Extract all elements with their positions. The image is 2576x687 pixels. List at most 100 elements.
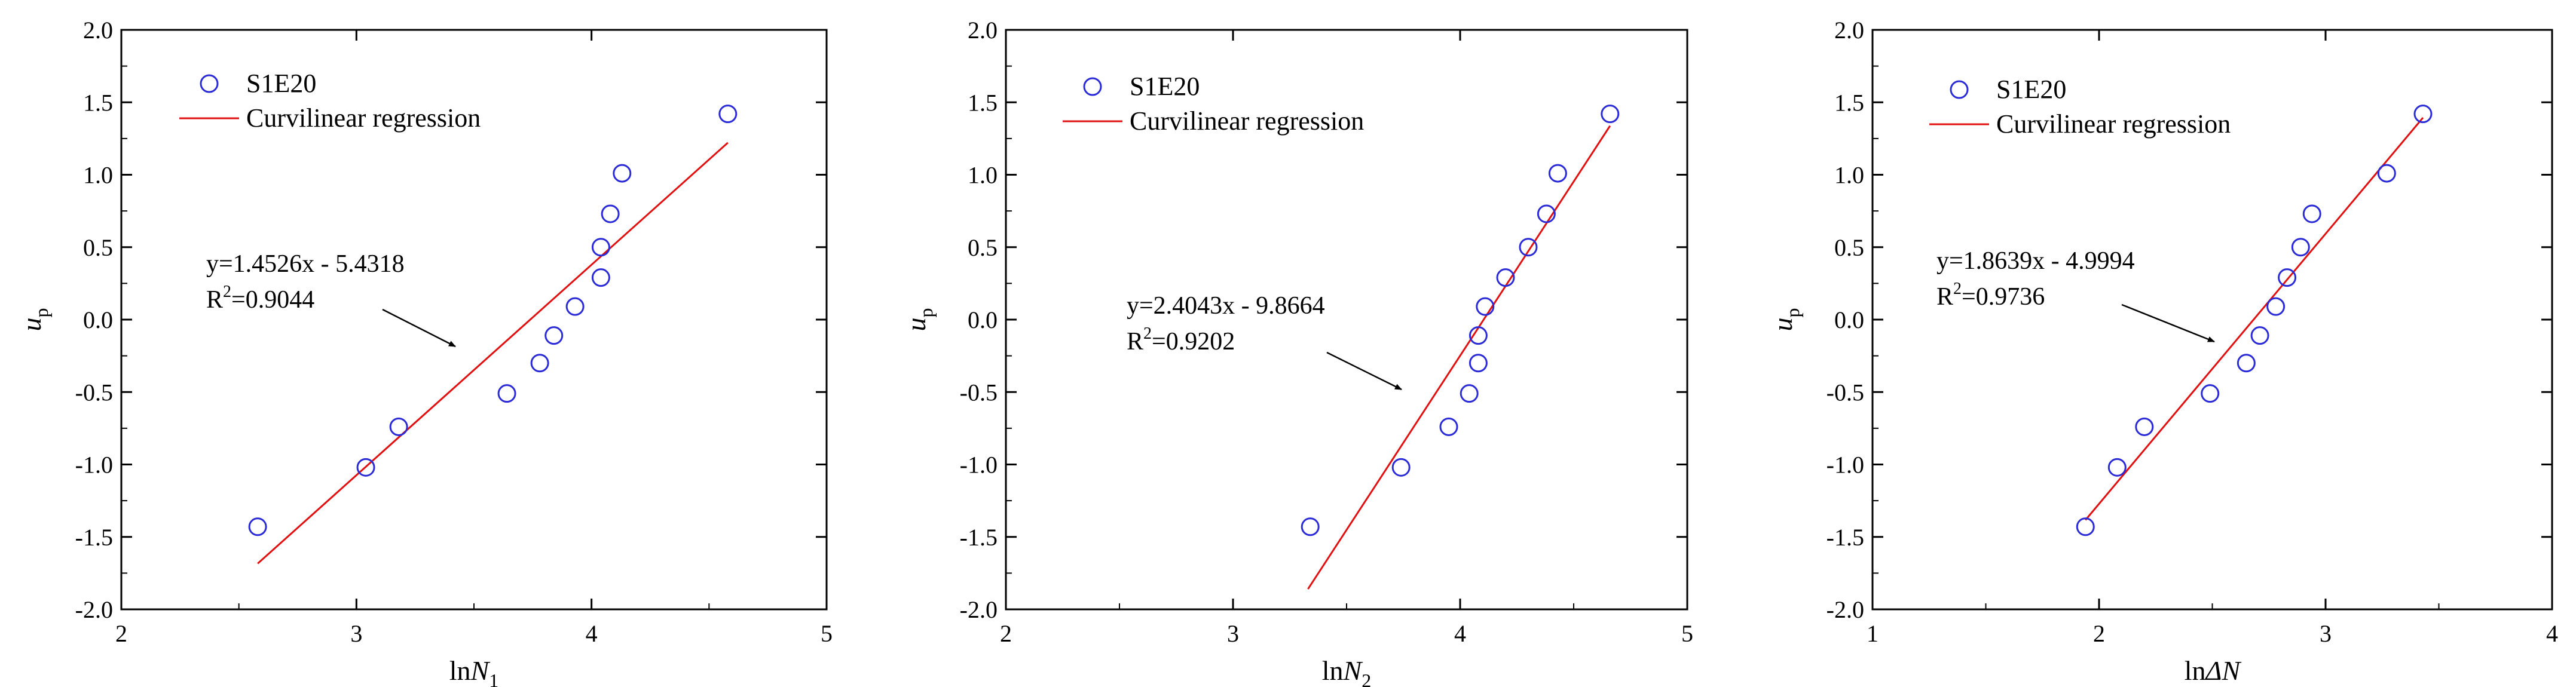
regression-equation: y=1.8639x - 4.9994 (1936, 247, 2135, 275)
data-point (248, 517, 267, 536)
y-tick-label: -1.5 (75, 524, 113, 551)
data-point (2135, 417, 2154, 436)
y-tick-label: -1.5 (1827, 524, 1864, 551)
data-point (613, 164, 632, 183)
y-tick-label: -2.0 (960, 596, 998, 623)
r-squared: R2=0.9202 (1127, 324, 1235, 355)
y-tick-label: -1.0 (960, 452, 998, 479)
y-tick-label: -1.0 (1827, 452, 1864, 479)
data-point (601, 204, 620, 223)
x-tick-label: 5 (1681, 620, 1693, 647)
y-tick-label: 0.0 (1834, 306, 1864, 333)
y-tick-label: -2.0 (1827, 596, 1864, 623)
legend-marker-points (1950, 80, 1969, 99)
regression-equation: y=1.4526x - 5.4318 (206, 250, 405, 278)
data-point (2302, 204, 2321, 223)
y-tick-label: 1.0 (968, 162, 998, 189)
data-point (2377, 164, 2396, 183)
y-tick-label: 2.0 (1834, 17, 1864, 44)
y-tick-label: -0.5 (960, 379, 998, 406)
data-point (2278, 268, 2297, 287)
x-axis-label-subscript: 2 (1362, 670, 1371, 687)
y-tick-label: 0.5 (968, 234, 998, 261)
y-tick-label: 1.0 (1834, 162, 1864, 189)
y-tick-label: 1.5 (968, 89, 998, 116)
legend-label-series: S1E20 (246, 69, 316, 98)
x-tick-label: 2 (1000, 620, 1012, 647)
y-axis-label: up (16, 308, 52, 332)
data-point (1496, 268, 1515, 287)
y-tick-label: 0.5 (83, 234, 113, 261)
r-squared-superscript: 2 (1143, 324, 1152, 343)
y-axis-label: up (901, 308, 937, 332)
y-tick-label: 0.5 (1834, 234, 1864, 261)
x-axis-label: lnΔN (2185, 655, 2242, 686)
x-tick-label: 5 (821, 620, 833, 647)
data-point (2291, 238, 2310, 257)
data-point (2237, 354, 2256, 373)
y-tick-label: 2.0 (83, 17, 113, 44)
annotation-arrow (2121, 303, 2215, 343)
data-point (1301, 517, 1320, 536)
r-squared-value: =0.9202 (1152, 328, 1235, 355)
data-point (591, 238, 610, 257)
legend-label-fit: Curvilinear regression (1996, 109, 2231, 139)
data-point (2201, 384, 2220, 403)
y-tick-label: 1.5 (83, 89, 113, 116)
data-point (565, 297, 585, 316)
y-axis-label-variable: u (16, 318, 47, 332)
legend-label-fit: Curvilinear regression (246, 103, 481, 133)
x-tick-label: 2 (115, 620, 127, 647)
x-tick-label: 3 (2320, 620, 2332, 647)
x-axis-label: lnN1 (449, 655, 498, 687)
r-squared-symbol: R (1127, 328, 1143, 355)
data-point (1439, 417, 1458, 436)
y-axis-label-variable: u (1767, 318, 1798, 332)
x-axis-label-prefix: ln (1322, 655, 1344, 686)
r-squared-symbol: R (1936, 283, 1953, 311)
r-squared-symbol: R (206, 286, 223, 314)
y-tick-label: 0.0 (83, 306, 113, 333)
legend-marker-points (200, 74, 219, 93)
y-tick-label: 2.0 (968, 17, 998, 44)
chart-panel-2: -2.0-1.5-1.0-0.50.00.51.01.52.02 3 4 5lnN2u… (901, 17, 1693, 687)
annotation-arrow (1326, 351, 1402, 391)
y-tick-label: 0.0 (968, 306, 998, 333)
y-tick-label: -0.5 (75, 379, 113, 406)
data-point (530, 354, 549, 373)
x-axis-label-subscript: 1 (489, 670, 498, 687)
y-axis-label-subscript: p (30, 308, 52, 318)
data-point (497, 384, 516, 403)
y-axis-label-subscript: p (915, 308, 937, 318)
r-squared: R2=0.9044 (206, 283, 314, 314)
r-squared-value: =0.9044 (231, 286, 314, 314)
annotation-arrow (382, 308, 456, 348)
data-point (2413, 105, 2433, 124)
legend-label-series: S1E20 (1996, 75, 2066, 104)
data-point (1548, 164, 1567, 183)
y-tick-label: -0.5 (1827, 379, 1864, 406)
x-tick-label: 3 (350, 620, 362, 647)
y-tick-label: -1.0 (75, 452, 113, 479)
r-squared-value: =0.9736 (1962, 283, 2045, 311)
data-point (544, 326, 564, 345)
data-point (591, 268, 610, 287)
regression-line (257, 142, 729, 565)
r-squared-superscript: 2 (1953, 280, 1962, 298)
data-point (2107, 458, 2127, 477)
y-tick-label: 1.0 (83, 162, 113, 189)
x-tick-label: 4 (1454, 620, 1466, 647)
x-tick-label: 1 (1867, 620, 1879, 647)
x-axis-label-prefix: ln (2185, 655, 2206, 686)
regression-equation: y=2.4043x - 9.8664 (1127, 292, 1325, 320)
data-point (389, 417, 408, 436)
legend-marker-points (1083, 77, 1102, 96)
data-point (1537, 204, 1556, 223)
legend-label-fit: Curvilinear regression (1130, 106, 1364, 136)
x-axis-label-variable: N (470, 655, 491, 686)
x-tick-label: 3 (1227, 620, 1239, 647)
data-point (1391, 458, 1411, 477)
x-tick-label: 4 (586, 620, 598, 647)
chart-panel-1: -2.0 -1.5 -1.0 -0.5 0.0 0.5 1.0 1.5 2.0 2 3 4 5 lnN1 u… (16, 17, 833, 687)
